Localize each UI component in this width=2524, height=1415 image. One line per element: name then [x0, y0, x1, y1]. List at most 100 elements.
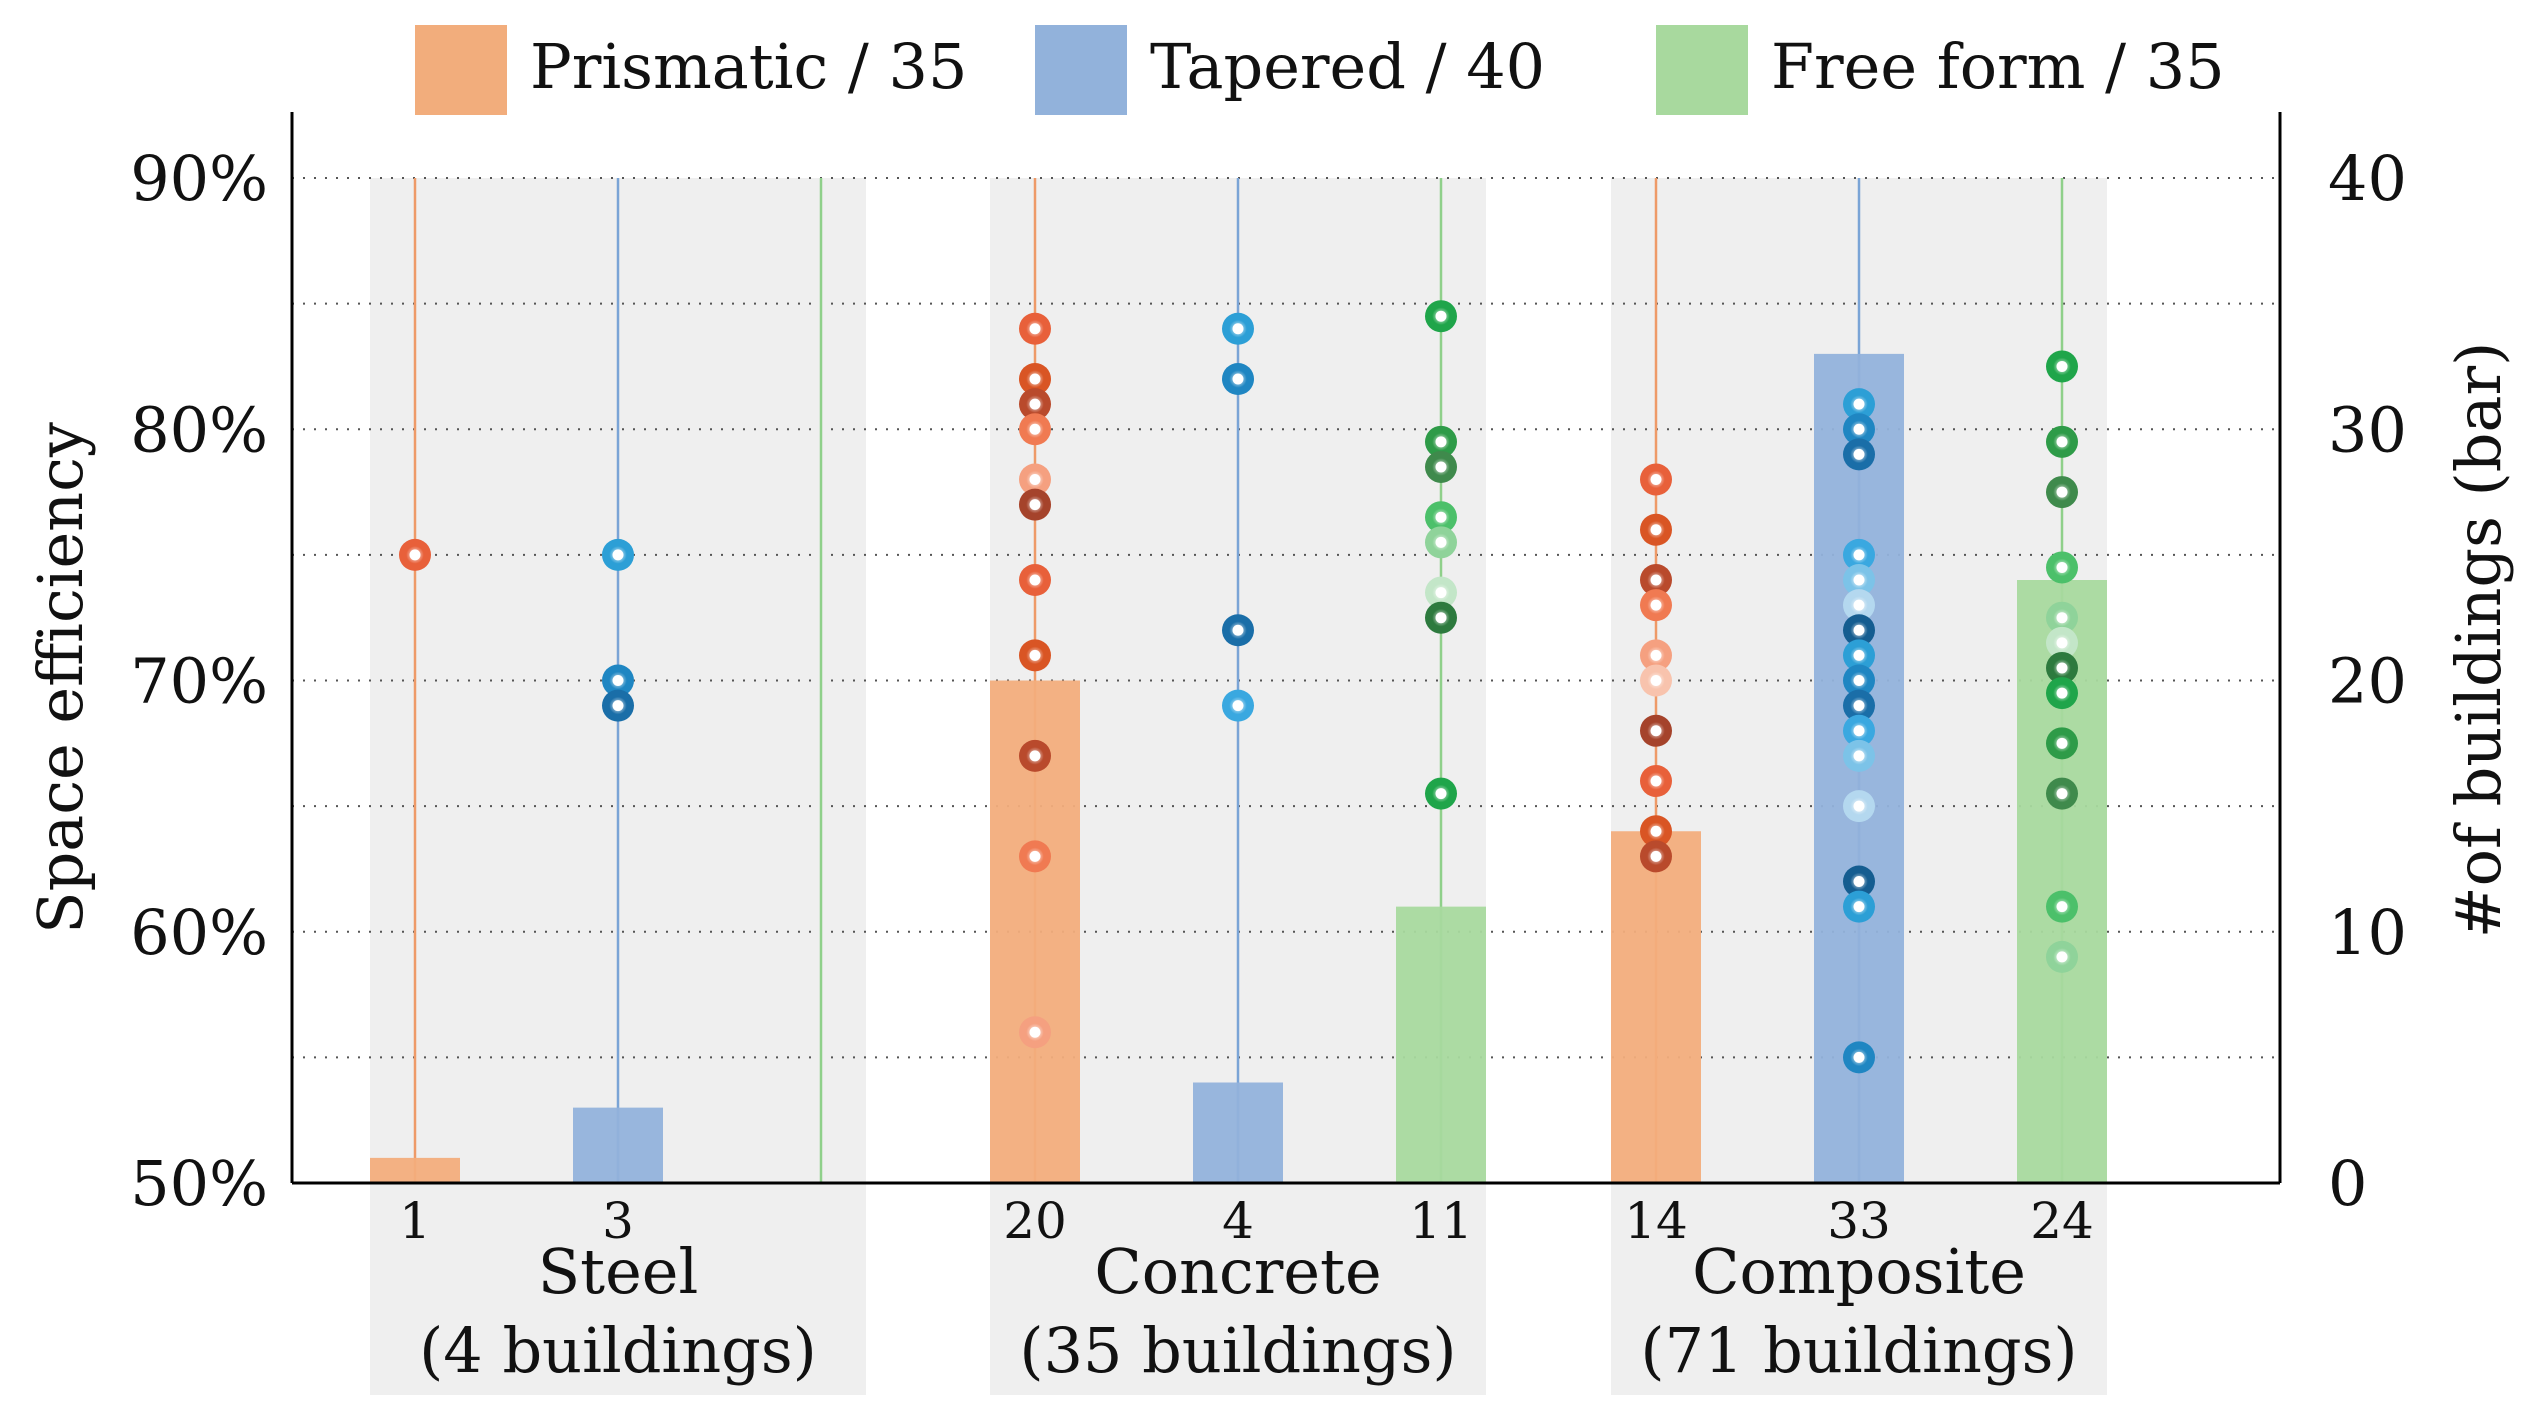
point-tapered [1843, 664, 1875, 697]
point-tapered [602, 664, 634, 697]
efficiency-points [399, 300, 2078, 1074]
right-axis-title: #of buildings (bar) [2442, 342, 2515, 939]
point-freeform [2046, 425, 2078, 458]
point-prismatic [1019, 463, 1051, 496]
point-freeform [2046, 350, 2078, 383]
group-name-concrete: Concrete [1094, 1235, 1381, 1308]
count-label-composite-tapered: 33 [1827, 1192, 1891, 1250]
point-tapered [1843, 413, 1875, 446]
point-prismatic [1640, 840, 1672, 873]
right-tick-label: 30 [2328, 393, 2407, 466]
point-tapered [1843, 639, 1875, 672]
point-prismatic [1019, 840, 1051, 873]
point-tapered [1222, 689, 1254, 722]
legend-swatch-prismatic [415, 25, 507, 115]
point-freeform [1425, 300, 1457, 333]
point-prismatic [1640, 714, 1672, 747]
point-prismatic [1019, 363, 1051, 395]
bar-concrete-freeform [1396, 906, 1486, 1183]
legend-label-tapered: Tapered / 40 [1150, 30, 1545, 103]
point-tapered [1843, 739, 1875, 772]
bar-concrete-tapered [1193, 1082, 1283, 1183]
point-prismatic [1640, 589, 1672, 622]
point-tapered [1843, 714, 1875, 747]
point-freeform [1425, 777, 1457, 810]
point-tapered [1222, 312, 1254, 345]
right-tick-label: 40 [2328, 142, 2407, 215]
count-bars [370, 353, 2107, 1183]
point-tapered [1843, 1041, 1875, 1074]
group-name-steel: Steel [538, 1235, 699, 1308]
count-label-concrete-tapered: 4 [1222, 1192, 1254, 1250]
point-freeform [1425, 601, 1457, 634]
point-prismatic [1640, 513, 1672, 546]
right-tick-label: 10 [2328, 896, 2407, 969]
point-tapered [1843, 564, 1875, 596]
point-tapered [1843, 890, 1875, 923]
group-subtitle-steel: (4 buildings) [419, 1314, 817, 1387]
count-label-concrete-prismatic: 20 [1003, 1192, 1067, 1250]
point-prismatic [1019, 488, 1051, 521]
point-prismatic [399, 538, 431, 571]
point-prismatic [1640, 664, 1672, 697]
point-tapered [1843, 589, 1875, 622]
point-prismatic [1019, 1016, 1051, 1049]
point-tapered [1843, 790, 1875, 823]
point-prismatic [1640, 463, 1672, 496]
point-tapered [1843, 614, 1875, 647]
point-freeform [1425, 576, 1457, 609]
left-axis-title: Space efficiency [24, 422, 97, 934]
count-label-composite-prismatic: 14 [1624, 1192, 1688, 1250]
point-freeform [2046, 727, 2078, 760]
legend-swatch-freeform [1656, 25, 1748, 115]
left-tick-label: 90% [130, 142, 268, 215]
point-freeform [1425, 501, 1457, 534]
point-freeform [2046, 626, 2078, 659]
point-tapered [602, 689, 634, 722]
point-freeform [2046, 677, 2078, 710]
point-prismatic [1019, 312, 1051, 345]
count-label-composite-freeform: 24 [2030, 1192, 2094, 1250]
group-subtitle-concrete: (35 buildings) [1019, 1314, 1456, 1387]
point-prismatic [1019, 739, 1051, 772]
count-label-concrete-freeform: 11 [1409, 1192, 1473, 1250]
right-tick-label: 20 [2328, 645, 2407, 718]
point-tapered [1843, 538, 1875, 571]
point-prismatic [1019, 388, 1051, 421]
group-subtitle-composite: (71 buildings) [1640, 1314, 2077, 1387]
count-label-steel-prismatic: 1 [399, 1192, 431, 1250]
left-tick-label: 80% [130, 393, 268, 466]
point-freeform [2046, 601, 2078, 634]
left-tick-label: 50% [130, 1147, 268, 1220]
point-freeform [2046, 777, 2078, 810]
point-freeform [2046, 476, 2078, 509]
point-prismatic [1019, 639, 1051, 672]
point-tapered [1843, 689, 1875, 722]
bar-composite-prismatic [1611, 831, 1701, 1183]
point-prismatic [1640, 564, 1672, 596]
point-freeform [2046, 551, 2078, 584]
left-tick-label: 70% [130, 645, 268, 718]
point-freeform [2046, 651, 2078, 684]
point-tapered [602, 538, 634, 571]
point-tapered [1222, 363, 1254, 395]
legend-label-freeform: Free form / 35 [1771, 30, 2225, 103]
point-prismatic [1640, 765, 1672, 797]
bar-steel-prismatic [370, 1157, 460, 1183]
left-tick-label: 60% [130, 896, 268, 969]
legend-label-prismatic: Prismatic / 35 [530, 30, 967, 103]
point-tapered [1843, 438, 1875, 471]
point-prismatic [1019, 413, 1051, 446]
point-tapered [1222, 614, 1254, 647]
point-tapered [1843, 865, 1875, 898]
axes [290, 112, 2282, 1185]
group-name-composite: Composite [1692, 1235, 2026, 1308]
point-freeform [1425, 450, 1457, 483]
point-prismatic [1640, 815, 1672, 848]
point-prismatic [1640, 639, 1672, 672]
point-freeform [2046, 890, 2078, 923]
bar-steel-tapered [573, 1107, 663, 1183]
point-tapered [1843, 388, 1875, 421]
